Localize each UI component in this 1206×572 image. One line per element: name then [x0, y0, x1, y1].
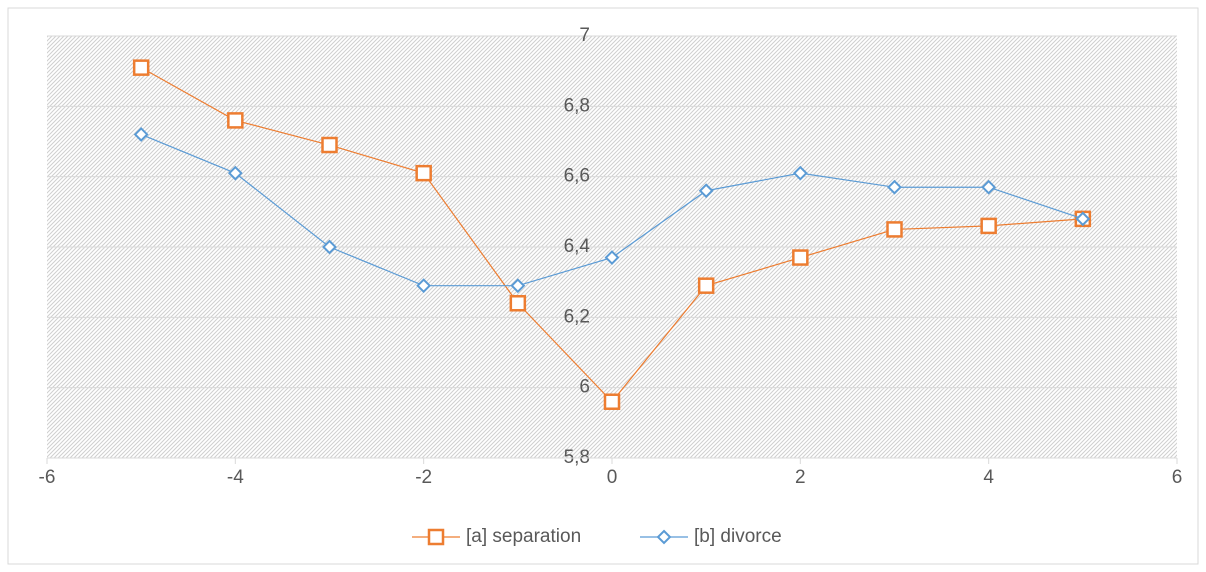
marker: [603, 393, 621, 410]
marker: [227, 165, 243, 181]
marker: [792, 165, 808, 181]
legend-label: [a] separation: [466, 526, 581, 547]
y-tick-label: 6,6: [564, 166, 590, 187]
x-tick-label: 2: [795, 467, 806, 488]
legend-label: [b] divorce: [694, 526, 782, 547]
y-tick-label: 6,8: [564, 95, 590, 116]
x-tick-label: -2: [415, 467, 432, 488]
marker: [980, 217, 997, 235]
marker: [509, 295, 527, 312]
marker: [133, 127, 149, 142]
marker: [698, 183, 714, 199]
marker: [887, 179, 902, 195]
marker: [415, 164, 432, 182]
marker: [416, 278, 432, 294]
y-tick-label: 6: [579, 377, 590, 398]
x-tick-label: 6: [1172, 467, 1183, 488]
y-tick-label: 7: [579, 25, 590, 46]
marker: [132, 59, 150, 76]
marker: [697, 277, 715, 294]
x-tick-label: -4: [227, 467, 244, 488]
marker: [886, 221, 903, 238]
marker: [227, 112, 244, 129]
marker: [322, 239, 337, 255]
marker: [1075, 211, 1091, 227]
marker: [792, 249, 809, 266]
y-tick-label: 6,2: [564, 306, 590, 327]
marker: [427, 528, 445, 546]
marker: [656, 529, 672, 545]
y-tick-label: 6,4: [564, 236, 591, 257]
x-tick-label: 4: [983, 467, 994, 488]
x-tick-label: 0: [607, 467, 618, 488]
marker: [981, 179, 997, 195]
marker: [510, 278, 526, 294]
marker: [321, 136, 338, 154]
marker: [604, 250, 620, 265]
x-tick-label: -6: [39, 467, 56, 488]
